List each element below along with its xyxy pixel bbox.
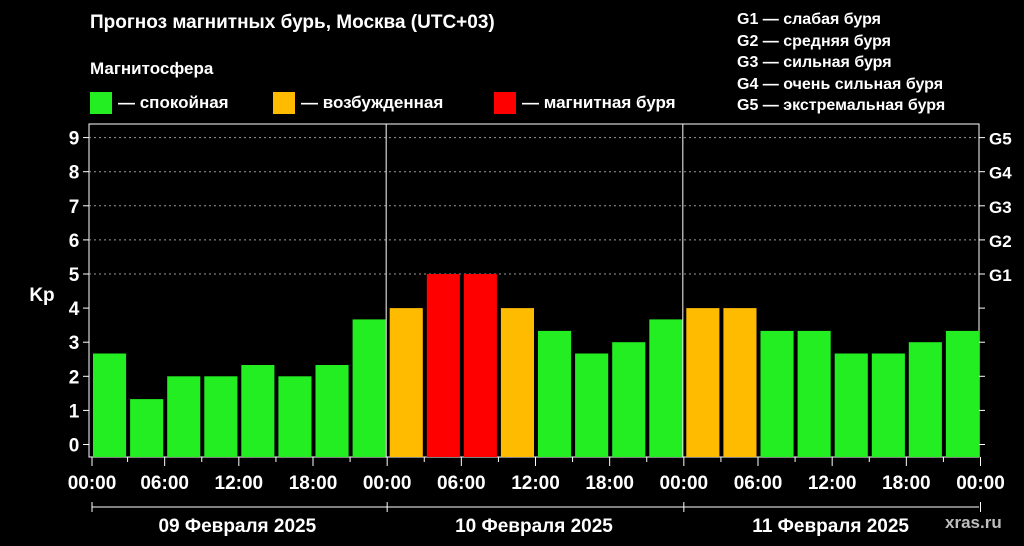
y-tick-label: 7 bbox=[69, 197, 80, 218]
x-tick-label: 18:00 bbox=[289, 473, 338, 494]
watermark: xras.ru bbox=[945, 513, 1002, 532]
kp-bar bbox=[389, 308, 423, 457]
y-tick-label: 4 bbox=[69, 299, 80, 320]
legend-swatch-active bbox=[273, 92, 295, 114]
legend-item-active: — возбужденная bbox=[273, 92, 443, 114]
x-tick-label: 12:00 bbox=[511, 473, 560, 494]
kp-bar bbox=[130, 399, 164, 457]
x-tick-label: 12:00 bbox=[215, 473, 264, 494]
kp-bar bbox=[871, 353, 905, 457]
kp-bar bbox=[241, 365, 275, 457]
kp-bar bbox=[834, 353, 868, 457]
x-tick-label: 06:00 bbox=[437, 473, 486, 494]
x-tick-label: 00:00 bbox=[363, 473, 412, 494]
x-tick-label: 18:00 bbox=[585, 473, 634, 494]
kp-bar bbox=[723, 308, 757, 457]
kp-bar bbox=[500, 308, 534, 457]
x-tick-label: 06:00 bbox=[140, 473, 189, 494]
kp-bar bbox=[426, 274, 460, 457]
kp-bar bbox=[797, 330, 831, 457]
kp-bar bbox=[278, 376, 312, 457]
g-legend-g2: G2 — средняя буря bbox=[737, 32, 891, 50]
y-tick-label: 3 bbox=[69, 333, 80, 354]
kp-bar bbox=[686, 308, 720, 457]
kp-bar bbox=[908, 342, 942, 457]
y-tick-label: 9 bbox=[69, 129, 80, 150]
x-tick-label: 12:00 bbox=[808, 473, 857, 494]
g-legend-g4: G4 — очень сильная буря bbox=[737, 75, 944, 93]
kp-bar bbox=[352, 319, 386, 457]
x-tick-label: 00:00 bbox=[660, 473, 709, 494]
legend-label-active: — возбужденная bbox=[301, 93, 444, 112]
legend-label-quiet: — спокойная bbox=[118, 93, 229, 112]
kp-bar bbox=[760, 330, 794, 457]
g-legend-g3: G3 — сильная буря bbox=[737, 54, 892, 71]
day-label: 09 Февраля 2025 bbox=[158, 516, 316, 537]
kp-bar bbox=[463, 274, 497, 457]
day-label: 11 Февраля 2025 bbox=[752, 516, 909, 537]
kp-bar bbox=[93, 353, 127, 457]
y-tick-label: 0 bbox=[69, 436, 80, 457]
g-level-label: G5 bbox=[989, 130, 1012, 149]
legend-swatch-storm bbox=[494, 92, 516, 114]
y-axis-label: Kp bbox=[29, 285, 54, 306]
day-label: 10 Февраля 2025 bbox=[455, 516, 613, 537]
kp-bar bbox=[575, 353, 609, 457]
x-tick-label: 18:00 bbox=[882, 473, 931, 494]
g-legend-g5: G5 — экстремальная буря bbox=[737, 97, 946, 114]
x-tick-label: 06:00 bbox=[734, 473, 783, 494]
legend-swatch-quiet bbox=[90, 92, 112, 114]
g-legend-g1: G1 — слабая буря bbox=[737, 11, 882, 28]
kp-bar bbox=[612, 342, 646, 457]
x-tick-label: 00:00 bbox=[956, 473, 1005, 494]
kp-bar bbox=[204, 376, 238, 457]
kp-bar bbox=[167, 376, 201, 457]
magnetosphere-subtitle: Магнитосфера bbox=[90, 59, 214, 78]
g-scale-legend: G1 — слабая буря G2 — средняя буря G3 — … bbox=[737, 9, 945, 117]
kp-bar bbox=[315, 365, 349, 457]
g-level-label: G1 bbox=[989, 266, 1012, 285]
y-tick-label: 8 bbox=[69, 163, 80, 184]
kp-bar bbox=[945, 330, 979, 457]
chart-title: Прогноз магнитных бурь, Москва (UTC+03) bbox=[90, 12, 495, 33]
legend-item-quiet: — спокойная bbox=[90, 92, 229, 114]
x-tick-label: 00:00 bbox=[68, 473, 117, 494]
y-tick-label: 2 bbox=[69, 367, 80, 388]
kp-bar bbox=[649, 319, 683, 457]
legend-label-storm: — магнитная буря bbox=[522, 93, 676, 112]
kp-bar bbox=[538, 330, 572, 457]
legend-item-storm: — магнитная буря bbox=[494, 92, 676, 114]
y-tick-label: 6 bbox=[69, 231, 80, 252]
g-level-label: G3 bbox=[989, 198, 1012, 217]
g-level-label: G4 bbox=[989, 164, 1012, 183]
y-tick-label: 5 bbox=[69, 265, 80, 286]
g-level-label: G2 bbox=[989, 232, 1012, 251]
y-tick-label: 1 bbox=[69, 401, 80, 422]
